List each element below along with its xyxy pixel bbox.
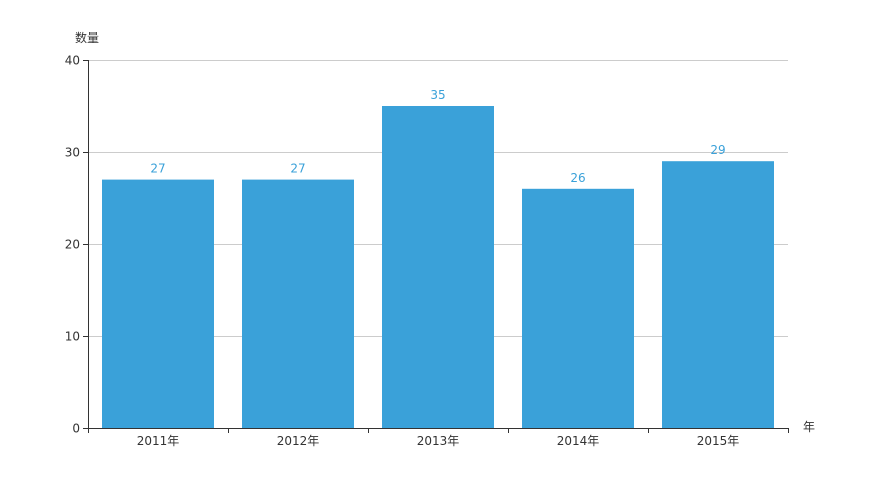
data-label: 27 bbox=[150, 162, 165, 176]
y-axis-title: 数量 bbox=[75, 30, 99, 45]
data-label: 27 bbox=[290, 162, 305, 176]
y-tick-label: 10 bbox=[65, 330, 80, 344]
x-tick-label: 2012年 bbox=[277, 434, 320, 448]
x-tick-label: 2011年 bbox=[137, 434, 180, 448]
bar bbox=[522, 188, 634, 428]
y-tick-label: 0 bbox=[72, 422, 80, 436]
bar bbox=[102, 179, 214, 428]
y-axis: 0 10 20 30 40 bbox=[65, 54, 89, 436]
y-tick-label: 30 bbox=[65, 146, 80, 160]
x-tick-label: 2015年 bbox=[697, 434, 740, 448]
bars bbox=[102, 106, 774, 428]
bar bbox=[382, 106, 494, 428]
data-label: 35 bbox=[430, 88, 445, 102]
y-tick-label: 40 bbox=[65, 54, 80, 68]
bar bbox=[662, 161, 774, 428]
data-labels: 27 27 35 26 29 bbox=[150, 88, 725, 185]
x-axis: 2011年 2012年 2013年 2014年 2015年 bbox=[88, 428, 789, 448]
x-tick-label: 2014年 bbox=[557, 434, 600, 448]
data-label: 26 bbox=[570, 171, 585, 185]
bar bbox=[242, 179, 354, 428]
data-label: 29 bbox=[710, 143, 725, 157]
x-axis-title: 年 bbox=[803, 420, 815, 434]
y-tick-label: 20 bbox=[65, 238, 80, 252]
x-tick-label: 2013年 bbox=[417, 434, 460, 448]
